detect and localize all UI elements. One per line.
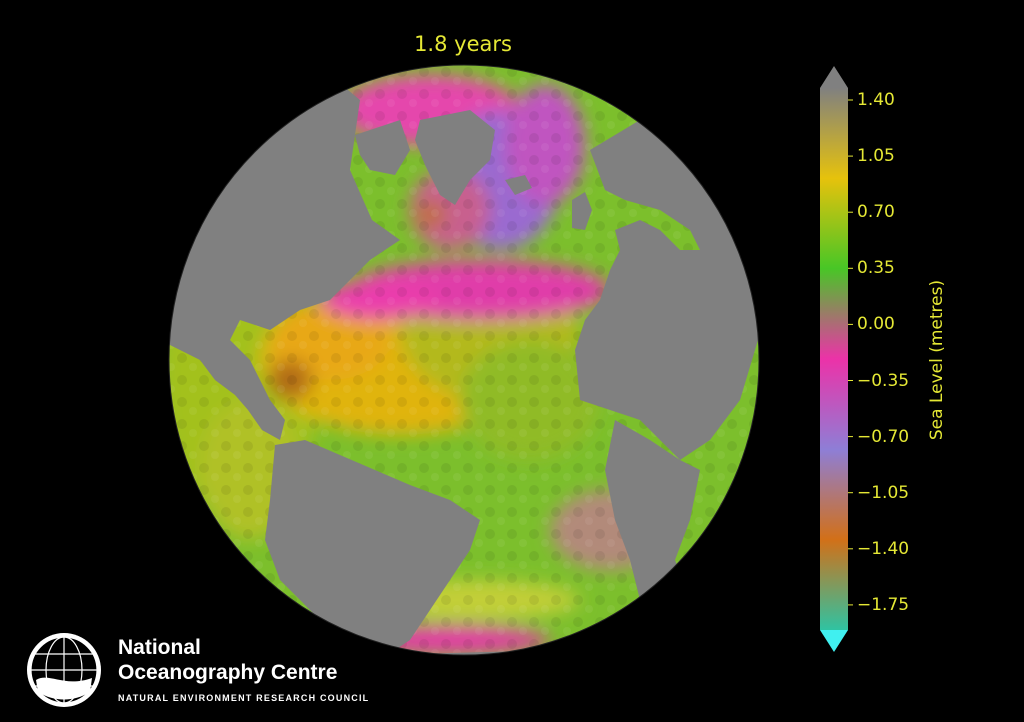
colorbar-tick-label: −1.40 xyxy=(857,538,910,559)
colorbar-tick-label: 0.00 xyxy=(857,314,895,335)
map-title: 1.8 years xyxy=(414,32,512,56)
colorbar-tick-label: −0.35 xyxy=(857,370,910,391)
iceland xyxy=(505,175,532,195)
colorbar xyxy=(820,66,853,652)
colorbar-tick-label: 1.05 xyxy=(857,146,895,167)
greenland xyxy=(415,110,495,205)
colorbar-gradient xyxy=(820,88,848,630)
colorbar-tick-label: −0.70 xyxy=(857,426,910,447)
british-isles xyxy=(572,192,592,230)
south-america xyxy=(265,440,480,650)
colorbar-tick-label: −1.05 xyxy=(857,482,910,503)
logo-subtitle: NATURAL ENVIRONMENT RESEARCH COUNCIL xyxy=(118,693,370,703)
arctic-islands xyxy=(355,120,410,175)
colorbar-tick-label: 0.35 xyxy=(857,258,895,279)
colorbar-tick-label: −1.75 xyxy=(857,594,910,615)
colorbar-tick-label: 1.40 xyxy=(857,90,895,110)
noc-logo: National Oceanography Centre NATURAL ENV… xyxy=(24,630,404,710)
colorbar-under-triangle xyxy=(820,630,848,652)
globe-outline xyxy=(168,64,760,656)
colorbar-axis-label: Sea Level (metres) xyxy=(927,279,947,441)
colorbar-tick-label: 0.70 xyxy=(857,202,895,223)
globe-logo-icon xyxy=(27,633,101,707)
colorbar-over-triangle xyxy=(820,66,848,88)
logo-line1: National xyxy=(118,636,201,659)
logo-line2: Oceanography Centre xyxy=(118,661,338,684)
